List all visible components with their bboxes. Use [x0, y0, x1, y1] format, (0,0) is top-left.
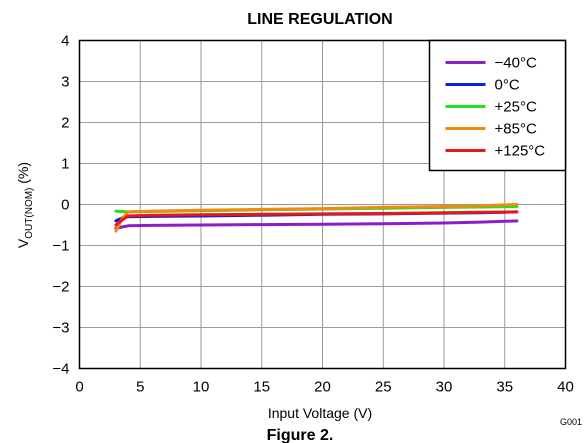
y-tick-label: −2: [52, 279, 69, 296]
y-tick-label: 2: [61, 115, 69, 132]
y-axis-label-unit: (%): [15, 162, 31, 188]
y-tick-labels: −4 −3 −2 −1 0 1 2 3 4: [52, 33, 69, 378]
series-layer: [114, 203, 519, 233]
x-tick-label: 35: [496, 379, 513, 396]
x-tick-label: 25: [375, 379, 392, 396]
legend-label: +25°C: [495, 99, 537, 116]
plot-frame: [78, 39, 567, 370]
y-tick-label: −3: [52, 320, 69, 337]
x-tick-label: 30: [436, 379, 453, 396]
legend-label: +85°C: [495, 121, 537, 138]
legend-label: −40°C: [495, 55, 537, 72]
legend-label: 0°C: [495, 77, 520, 94]
x-tick-label: 40: [557, 379, 574, 396]
series-line: [114, 210, 519, 227]
y-tick-label: 1: [61, 156, 69, 173]
chart-title: LINE REGULATION: [247, 11, 392, 28]
x-tick-label: 15: [253, 379, 270, 396]
x-tick-label: 20: [314, 379, 331, 396]
y-axis-label-main: V: [15, 238, 31, 248]
figure-code: G001: [560, 417, 582, 427]
y-tick-label: 4: [61, 33, 69, 50]
x-tick-label: 5: [136, 379, 144, 396]
y-tick-label: −4: [52, 361, 69, 378]
x-tick-label: 10: [193, 379, 210, 396]
series-line: [114, 219, 519, 230]
y-tick-label: −1: [52, 238, 69, 255]
y-axis-label-sub: OUT(NOM): [24, 188, 35, 239]
x-tick-labels: 0 5 10 15 20 25 30 35 40: [75, 379, 574, 396]
x-tick-label: 0: [75, 379, 83, 396]
x-axis-label: Input Voltage (V): [268, 405, 372, 421]
y-axis-label: VOUT(NOM) (%): [15, 162, 35, 248]
figure-caption: Figure 2.: [267, 427, 334, 443]
y-tick-label: 3: [61, 74, 69, 91]
legend-label: +125°C: [495, 143, 546, 160]
legend: −40°C 0°C +25°C +85°C +125°C: [428, 39, 567, 172]
y-tick-label: 0: [61, 197, 69, 214]
series-line: [114, 203, 519, 233]
